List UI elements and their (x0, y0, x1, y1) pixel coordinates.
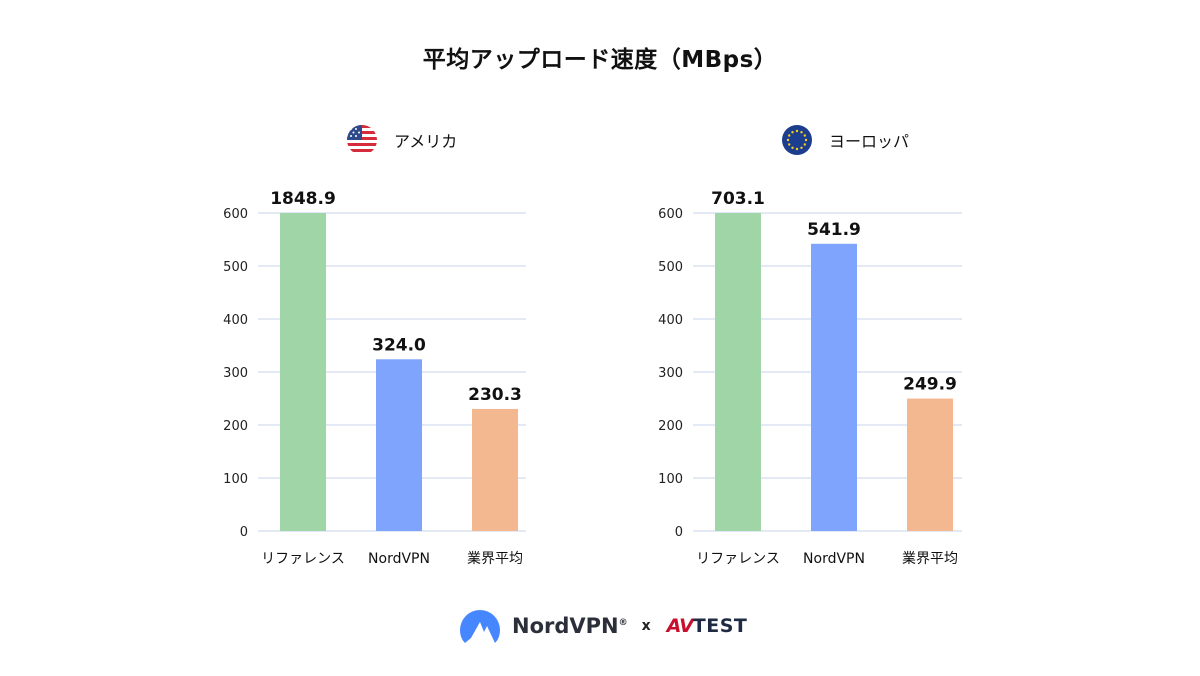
x-category-label: 業界平均 (467, 551, 523, 567)
y-tick-label: 200 (223, 419, 248, 434)
y-tick-label: 300 (658, 366, 683, 381)
y-tick-label: 300 (223, 366, 248, 381)
x-category-label: NordVPN (803, 551, 865, 567)
x-category-label: NordVPN (368, 551, 430, 567)
y-tick-label: 200 (658, 419, 683, 434)
nordvpn-wordmark: NordVPN® (512, 614, 628, 638)
times-separator: x (641, 618, 651, 634)
bar-value-label: 703.1 (711, 189, 765, 209)
bar (907, 398, 953, 531)
bar (280, 213, 326, 531)
bar (376, 359, 422, 531)
avtest-logo: AV TEST (666, 615, 748, 637)
y-tick-label: 0 (675, 525, 683, 540)
panel-header-europe: ヨーロッパ (781, 124, 909, 156)
bar-value-label: 324.0 (372, 335, 426, 355)
chart-title: 平均アップロード速度（MBps） (422, 47, 778, 73)
panel-label-usa: アメリカ (394, 132, 458, 151)
bar-value-label: 1848.9 (270, 189, 336, 209)
bar-value-label: 249.9 (903, 375, 957, 395)
bar-value-label: 230.3 (468, 385, 522, 405)
panel-header-usa: アメリカ (346, 124, 457, 156)
bar (715, 213, 761, 531)
y-tick-label: 0 (240, 525, 248, 540)
us-flag-icon (347, 125, 377, 155)
y-tick-label: 400 (658, 313, 683, 328)
x-category-label: リファレンス (696, 551, 780, 567)
nordvpn-logo-icon (460, 610, 500, 643)
footer-logos: NordVPN® x AV TEST (458, 606, 747, 646)
bar-value-label: 541.9 (807, 220, 861, 240)
x-category-label: リファレンス (261, 551, 345, 567)
y-tick-label: 600 (223, 207, 248, 222)
y-tick-label: 100 (223, 472, 248, 487)
panel-label-europe: ヨーロッパ (829, 132, 910, 151)
bar (472, 408, 518, 531)
x-category-label: 業界平均 (902, 551, 958, 567)
y-tick-label: 500 (658, 260, 683, 275)
eu-flag-icon (782, 125, 812, 155)
y-tick-label: 600 (658, 207, 683, 222)
y-tick-label: 100 (658, 472, 683, 487)
bar (811, 243, 857, 531)
y-tick-label: 400 (223, 313, 248, 328)
y-tick-label: 500 (223, 260, 248, 275)
